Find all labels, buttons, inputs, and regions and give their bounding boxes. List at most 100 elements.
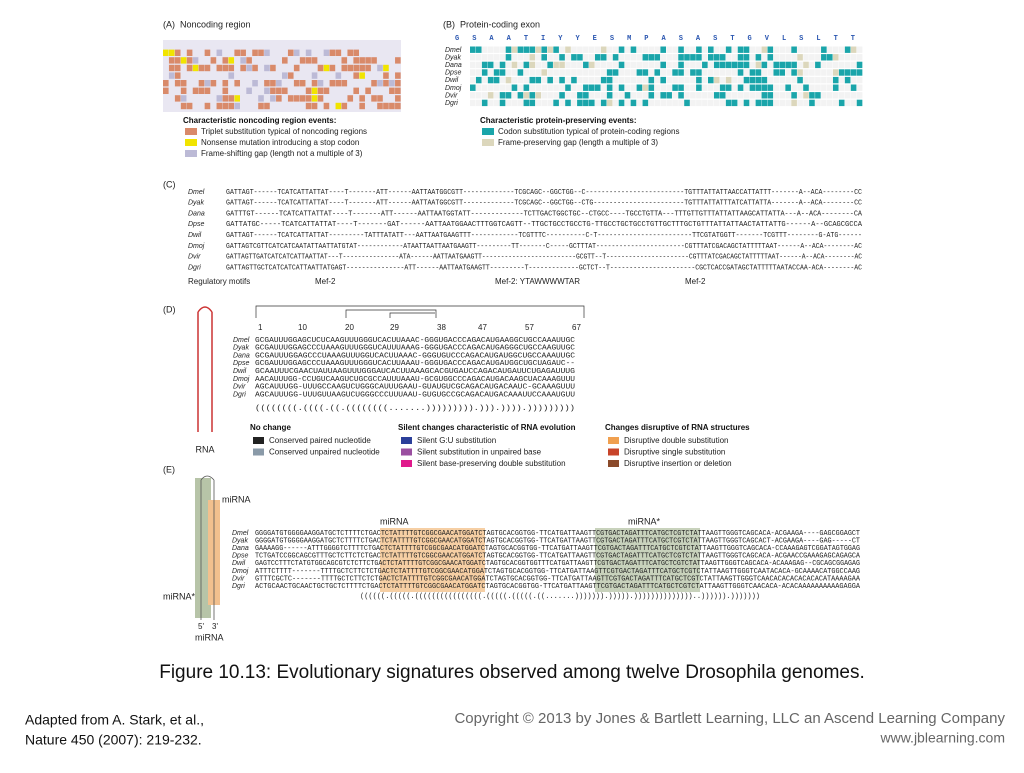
alignment-cell	[672, 99, 678, 107]
alignment-cell	[470, 61, 476, 69]
alignment-cell	[517, 46, 524, 53]
alignment-cell	[282, 57, 288, 64]
alignment-cell	[719, 69, 726, 76]
alignment-cell	[600, 84, 607, 91]
alignment-cell	[168, 64, 175, 72]
alignment-cell	[589, 69, 595, 76]
alignment-cell	[821, 84, 827, 91]
alignment-cell	[571, 76, 577, 84]
species-name: Dpse	[233, 360, 249, 367]
species-name: Dvir	[233, 384, 246, 391]
alignment-cell	[470, 46, 476, 53]
alignment-cell	[827, 84, 833, 91]
sequence: GCGAUUUGGAGCCCUAAAGUUUGGUCACUUAAAC-GGGUG…	[255, 352, 575, 360]
alignment-cell	[719, 84, 726, 91]
alignment-cell	[832, 61, 839, 69]
alignment-cell	[672, 92, 678, 99]
alignment-cell	[618, 69, 625, 76]
species-name: Dmel	[188, 189, 205, 196]
alignment-cell	[684, 69, 690, 76]
alignment-cell	[809, 46, 815, 53]
alignment-cell	[395, 57, 401, 64]
alignment-cell	[204, 64, 211, 72]
figure-area	[160, 15, 865, 655]
alignment-cell	[329, 80, 336, 87]
sequence: AACAUUUGG-CCUGUCAAGUCUGCGCCAUUUAAAU-GCGU…	[255, 376, 575, 384]
alignment-cell	[517, 61, 524, 69]
alignment-cell	[216, 102, 223, 110]
alignment-cell	[821, 61, 827, 69]
alignment-cell	[856, 84, 863, 91]
alignment-cell	[541, 54, 547, 61]
sequence: GCAAUUUCGAACUAUUAAGUUUGGGAUCACUUAAAGCACG…	[255, 368, 575, 376]
alignment-cell	[323, 64, 330, 72]
alignment-cell	[234, 49, 240, 56]
alignment-cell	[815, 99, 821, 107]
alignment-cell	[618, 92, 625, 99]
alignment-cell	[395, 102, 401, 110]
mirna-header: miRNA	[380, 516, 409, 526]
species-name: Dmel	[233, 337, 250, 344]
alignment-cell	[696, 99, 702, 107]
alignment-cell	[767, 61, 774, 69]
alignment-cell	[341, 57, 348, 64]
alignment-cell	[827, 76, 833, 84]
alignment-cell	[264, 49, 270, 56]
alignment-cell	[577, 69, 583, 76]
alignment-cell	[737, 76, 744, 84]
alignment-cell	[505, 99, 512, 107]
alignment-cell	[838, 76, 845, 84]
alignment-cell	[535, 76, 542, 84]
alignment-cell	[803, 54, 809, 61]
alignment-cell	[511, 54, 518, 61]
alignment-cell	[612, 69, 619, 76]
alignment-cell	[832, 69, 839, 76]
alignment-cell	[797, 76, 803, 84]
alignment-cell	[186, 57, 193, 64]
alignment-cell	[481, 46, 488, 53]
alignment-cell	[636, 84, 643, 91]
alignment-cell	[761, 84, 768, 91]
alignment-cell	[624, 69, 631, 76]
alignment-cell	[690, 54, 696, 61]
alignment-cell	[767, 69, 774, 76]
alignment-cell	[737, 99, 744, 107]
mirna-star-highlight	[595, 528, 700, 592]
species-name: Dmoj	[233, 376, 250, 383]
alignment-cell	[594, 99, 601, 107]
alignment-cell	[282, 87, 288, 94]
legend-title: Characteristic noncoding region events:	[183, 116, 336, 125]
alignment-cell	[648, 69, 655, 76]
alignment-cell	[174, 80, 181, 87]
alignment-cell	[192, 64, 199, 72]
alignment-cell	[630, 84, 637, 91]
alignment-cell	[204, 80, 211, 87]
alignment-cell	[838, 61, 845, 69]
rna-label: RNA	[195, 444, 214, 454]
alignment-cell	[642, 54, 649, 61]
alignment-cell	[678, 61, 684, 69]
alignment-cell	[636, 76, 643, 84]
alignment-cell	[180, 87, 187, 94]
alignment-cell	[850, 61, 857, 69]
sequence: GATTAGTTGCTCATCATCATTAATTATGAGT---------…	[226, 264, 862, 272]
alignment-cell	[341, 80, 348, 87]
alignment-cell	[547, 54, 553, 61]
legend-text: Silent G:U substitution	[417, 436, 496, 445]
alignment-cell	[690, 76, 696, 84]
legend-swatch	[608, 437, 619, 444]
alignment-cell	[359, 64, 365, 72]
alignment-cell	[678, 84, 684, 91]
legend-text: Triplet substitution typical of noncodin…	[201, 127, 367, 136]
alignment-cell	[186, 49, 193, 56]
panel-label: (C)	[163, 179, 176, 189]
alignment-cell	[618, 54, 625, 61]
alignment-cell	[779, 46, 785, 53]
species-name: Dyak	[232, 537, 248, 544]
alignment-cell	[803, 46, 809, 53]
alignment-cell	[293, 49, 300, 56]
alignment-cell	[755, 92, 762, 99]
alignment-cell	[654, 69, 661, 76]
alignment-cell	[180, 95, 187, 102]
sequence: GAGTCCTTTCTATGTGGCAGCGTCTCTTCTGACTCTATTT…	[255, 560, 860, 568]
